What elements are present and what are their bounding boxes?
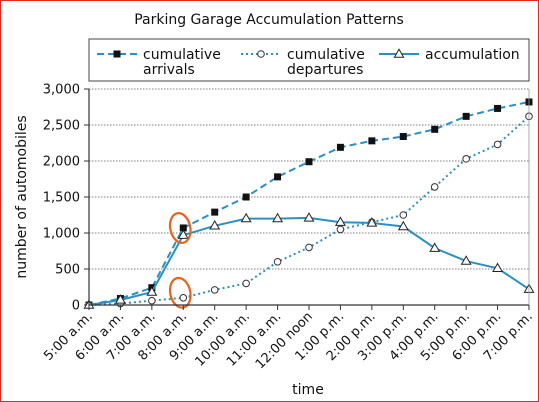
data-point-series-2 [146, 286, 158, 296]
data-point-series-2 [209, 219, 221, 230]
data-point-series-0 [305, 158, 313, 166]
series-line-1 [88, 115, 530, 306]
data-point-series-0 [431, 125, 439, 133]
axes: 5:00 a.m.6:00 a.m.7:00 a.m.8:00 a.m.9:00… [41, 89, 536, 372]
data-point-series-1 [210, 286, 219, 294]
legend-label-line: cumulative [143, 47, 221, 63]
data-point-series-1 [462, 155, 470, 163]
data-point-series-1 [148, 296, 156, 305]
data-point-series-0 [494, 104, 502, 112]
legend-label-line: cumulative [287, 47, 365, 63]
data-point-series-1 [493, 140, 502, 149]
data-point-series-2 [366, 217, 378, 227]
gridlines: 0 500 1,000 1,500 2,000 2,500 3,000 [43, 83, 529, 314]
x-axis-label: time [292, 382, 324, 398]
y-tick-label: 2,500 [43, 119, 80, 134]
series-line-0 [88, 100, 530, 306]
data-point-series-0 [336, 143, 344, 151]
data-point-series-0 [179, 224, 187, 232]
data-point-series-1 [399, 211, 408, 219]
data-point-series-2 [272, 212, 284, 223]
data-point-series-1 [336, 225, 345, 234]
y-tick-label: 3,000 [43, 83, 80, 98]
data-point-series-1 [242, 279, 250, 288]
legend-marker-2 [393, 48, 405, 58]
data-point-series-2 [303, 212, 315, 222]
data-point-series-2 [492, 262, 504, 272]
data-point-series-0 [242, 193, 250, 201]
series-layer [83, 98, 535, 309]
data-point-series-2 [460, 255, 472, 265]
legend-label-line: arrivals [143, 62, 195, 78]
data-point-series-1 [430, 183, 439, 191]
y-tick-label: 2,000 [43, 155, 80, 170]
y-tick-label: 1,500 [43, 191, 80, 206]
legend-label-1: cumulative departures [287, 47, 365, 78]
data-point-series-2 [429, 242, 441, 252]
data-point-series-2 [177, 229, 189, 239]
data-point-series-1 [179, 294, 188, 302]
y-tick-label: 1,000 [43, 227, 80, 242]
legend-label-0: cumulative arrivals [143, 47, 221, 78]
data-point-series-2 [114, 294, 126, 304]
y-tick-label: 500 [55, 263, 80, 278]
legend-marker-1 [257, 50, 265, 58]
data-point-series-0 [462, 112, 470, 120]
data-point-series-1 [273, 258, 282, 266]
data-point-series-0 [368, 137, 376, 145]
data-point-series-0 [274, 173, 282, 181]
data-point-series-2 [397, 220, 409, 231]
data-point-series-0 [211, 208, 219, 216]
y-axis-label: number of automobiles [14, 115, 30, 278]
data-point-series-2 [334, 216, 346, 226]
data-point-series-1 [305, 243, 313, 252]
legend-box [88, 38, 530, 82]
data-point-series-2 [240, 212, 252, 223]
legend-label-line: departures [287, 62, 363, 78]
legend-label-2: accumulation [425, 47, 520, 63]
data-point-series-0 [399, 133, 407, 141]
legend-marker-0 [113, 50, 121, 58]
chart-title: Parking Garage Accumulation Patterns [134, 12, 404, 28]
legend-label-line: accumulation [425, 47, 520, 63]
annotation-circle [168, 212, 192, 244]
y-tick-label: 0 [72, 299, 80, 314]
